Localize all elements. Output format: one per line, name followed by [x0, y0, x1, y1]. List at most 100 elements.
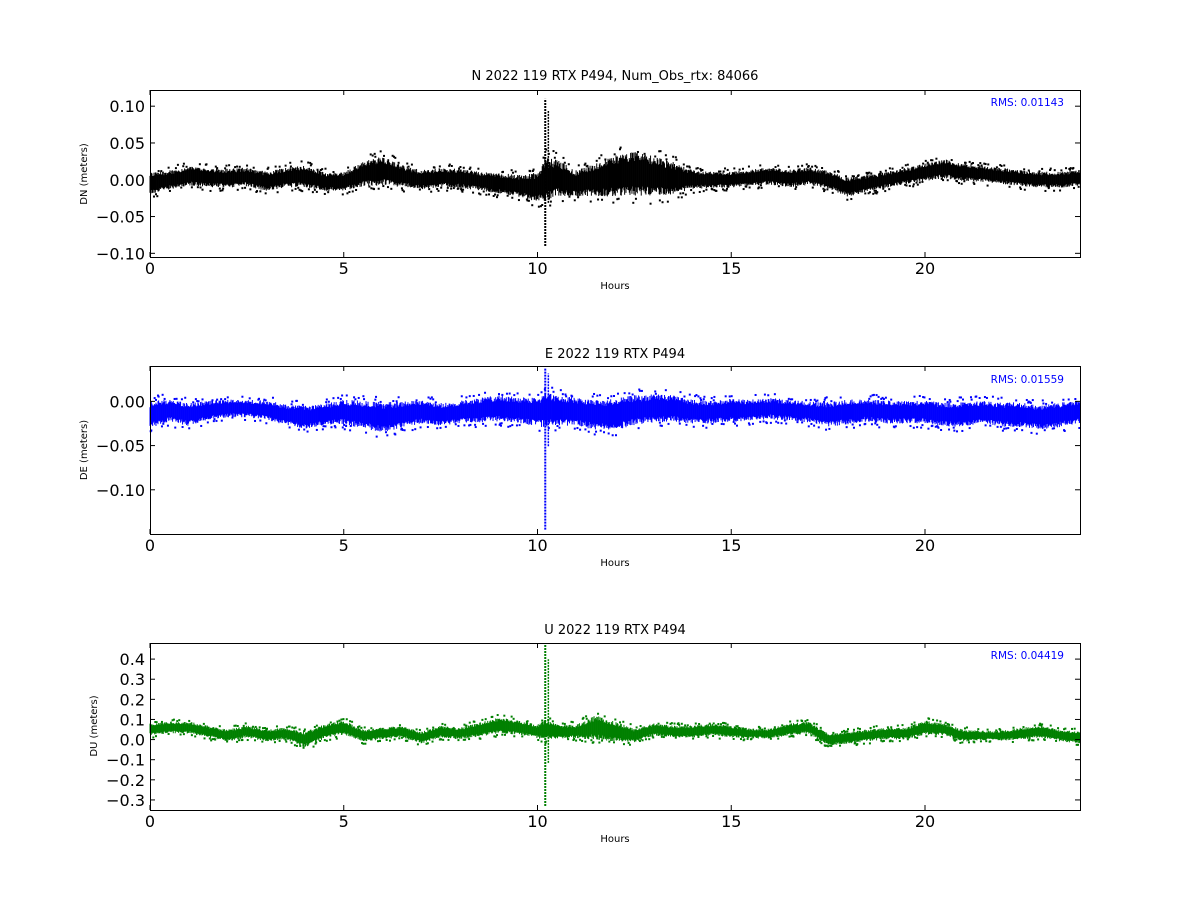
data-point [589, 200, 592, 203]
data-point [718, 737, 721, 740]
data-point [479, 737, 482, 740]
data-point [236, 740, 239, 743]
data-point [587, 430, 590, 433]
data-point [912, 426, 915, 429]
data-point [711, 422, 714, 425]
data-point [617, 197, 620, 200]
data-point [880, 739, 883, 742]
data-point [688, 166, 691, 169]
y-tick-label: 0.10 [109, 97, 145, 116]
data-point [702, 398, 705, 401]
data-point [505, 392, 508, 395]
data-point [759, 184, 762, 187]
data-point [364, 742, 367, 745]
data-point [844, 730, 847, 733]
data-point [390, 187, 393, 190]
data-point [999, 164, 1002, 167]
data-point [322, 425, 325, 428]
data-point [295, 744, 298, 747]
data-point [157, 395, 160, 398]
data-point [375, 435, 378, 438]
data-point [815, 739, 818, 742]
data-point [712, 735, 715, 738]
data-point [303, 728, 306, 731]
data-point [579, 428, 582, 431]
data-point [531, 169, 534, 172]
data-point [841, 730, 844, 733]
data-point [200, 424, 203, 427]
data-point [438, 165, 441, 168]
data-point [736, 725, 739, 728]
data-point [908, 184, 911, 187]
data-point [241, 395, 244, 398]
data-point [444, 425, 447, 428]
data-point [599, 394, 602, 397]
data-point [496, 714, 499, 717]
panel-title: N 2022 119 RTX P494, Num_Obs_rtx: 84066 [472, 69, 759, 84]
data-point [658, 421, 661, 424]
data-point [613, 394, 615, 397]
data-point [351, 190, 354, 193]
data-point [532, 168, 535, 171]
data-point [167, 732, 170, 735]
data-point [973, 182, 976, 185]
data-point [431, 740, 434, 743]
data-point [789, 720, 792, 723]
data-point [934, 425, 937, 428]
data-point [817, 426, 820, 429]
data-point [254, 725, 257, 728]
data-point [720, 422, 723, 425]
data-point [537, 205, 540, 208]
data-point [363, 398, 366, 401]
data-point [154, 735, 157, 738]
data-point [551, 720, 554, 723]
data-point [384, 431, 387, 434]
data-point [1013, 429, 1016, 432]
data-point [309, 161, 312, 164]
data-point [172, 718, 175, 721]
data-point [319, 168, 322, 171]
data-point [586, 164, 589, 167]
data-point [958, 182, 961, 185]
data-point [539, 205, 542, 208]
data-point [361, 742, 364, 745]
data-point [735, 424, 738, 427]
data-point [564, 393, 567, 396]
data-point [705, 426, 708, 429]
data-point [708, 722, 711, 725]
data-point [1021, 429, 1024, 432]
data-point [403, 429, 406, 432]
data-point [1000, 164, 1003, 167]
data-point [675, 158, 678, 161]
data-point [977, 164, 980, 167]
data-point [773, 393, 776, 396]
data-point [659, 150, 662, 153]
data-point [905, 184, 908, 187]
data-point [208, 737, 211, 740]
data-point [584, 162, 587, 165]
data-point [537, 738, 540, 741]
data-point [774, 166, 777, 169]
data-point [501, 733, 504, 736]
data-point [538, 429, 541, 432]
data-point [565, 395, 568, 398]
data-point [460, 189, 463, 192]
data-point [715, 189, 718, 192]
data-point [807, 425, 810, 428]
data-point [576, 427, 579, 430]
data-point [864, 192, 867, 195]
data-point [464, 738, 467, 741]
data-point [429, 397, 432, 400]
data-point [503, 714, 506, 717]
data-point [832, 731, 835, 734]
data-point [479, 193, 482, 196]
data-point [430, 396, 433, 399]
data-point [437, 189, 440, 192]
y-axis: 0.00 −0.05 −0.10 [96, 392, 1080, 500]
data-point [385, 738, 388, 741]
rms-annotation: RMS: 0.01143 [991, 97, 1064, 109]
data-point [986, 184, 989, 187]
data-point [346, 192, 349, 195]
data-point [946, 401, 949, 404]
data-point [1000, 396, 1003, 399]
